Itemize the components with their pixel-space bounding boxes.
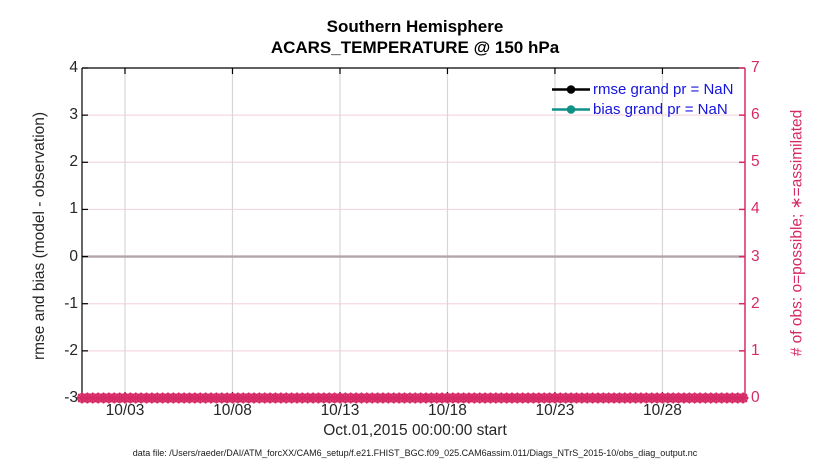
left-tick-label: 0 <box>69 247 78 265</box>
right-tick-label: 2 <box>751 294 760 312</box>
x-tick-label: 10/03 <box>105 402 145 419</box>
x-tick-label: 10/23 <box>535 402 575 419</box>
right-tick-label: 6 <box>751 106 760 124</box>
right-tick-label: 1 <box>751 341 760 359</box>
left-tick-label: 1 <box>69 200 78 218</box>
left-tick-label: -1 <box>64 294 78 312</box>
legend-item-rmse: rmse grand pr = NaN <box>551 81 733 98</box>
right-tick-label: 7 <box>751 59 760 76</box>
footer-datafile-path: data file: /Users/raeder/DAI/ATM_forcXX/… <box>132 448 698 458</box>
x-tick-label: 10/13 <box>320 402 360 419</box>
left-tick-label: 2 <box>69 153 78 171</box>
left-tick-label: 3 <box>69 106 78 124</box>
rmse-line-marker-icon <box>552 85 590 94</box>
x-tick-label: 10/28 <box>643 402 682 419</box>
x-axis-label: Oct.01,2015 00:00:00 start <box>323 422 507 439</box>
legend-label-rmse: rmse grand pr = NaN <box>593 81 734 98</box>
x-tick-label: 10/18 <box>428 402 467 419</box>
left-tick-label: -2 <box>64 341 78 359</box>
right-axis-label: # of obs: o=possible; ∗=assimilated <box>788 109 806 357</box>
left-axis-label: rmse and bias (model - observation) <box>31 111 48 361</box>
chart-subtitle: ACARS_TEMPERATURE @ 150 hPa <box>270 38 560 57</box>
right-tick-label: 3 <box>751 247 760 265</box>
right-tick-label: 5 <box>751 153 760 171</box>
x-tick-label: 10/08 <box>213 402 252 419</box>
bias-line-marker-icon <box>552 105 590 114</box>
left-tick-label: 4 <box>69 59 78 76</box>
left-tick-label: -3 <box>64 389 78 406</box>
right-tick-label: 0 <box>751 389 760 406</box>
legend-item-bias: bias grand pr = NaN <box>551 101 728 118</box>
chart-title: Southern Hemisphere <box>326 17 504 36</box>
legend-label-bias: bias grand pr = NaN <box>593 101 728 118</box>
right-tick-label: 4 <box>751 200 760 218</box>
